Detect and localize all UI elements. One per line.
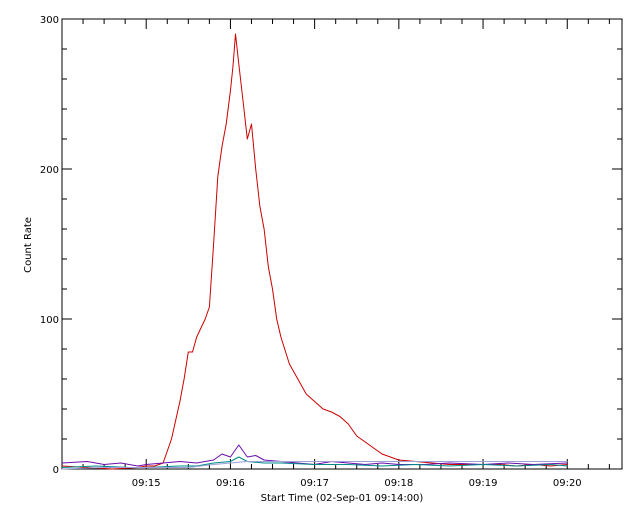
series-line-4 — [61, 461, 568, 470]
x-tick-label: 09:15 — [132, 478, 161, 489]
y-tick-label: 100 — [40, 315, 59, 326]
axis-ticks — [62, 18, 622, 470]
x-tick-label: 09:19 — [469, 478, 498, 489]
x-axis-title: Start Time (02-Sep-01 09:14:00) — [261, 493, 424, 504]
series-group — [61, 33, 568, 470]
series-line-2 — [61, 444, 568, 467]
y-tick-label: 200 — [40, 165, 59, 176]
y-tick-label: 0 — [53, 465, 59, 476]
x-tick-label: 09:18 — [384, 478, 413, 489]
x-tick-label: 09:17 — [300, 478, 329, 489]
x-tick-label: 09:16 — [216, 478, 245, 489]
series-line-1 — [61, 33, 568, 470]
y-tick-label: 300 — [40, 15, 59, 26]
x-tick-label: 09:20 — [553, 478, 582, 489]
plot-frame — [61, 18, 623, 470]
tick-labels: 09:15 09:16 09:17 09:18 09:19 09:20 0 100 200 300 — [40, 15, 582, 489]
y-axis-title: Count Rate — [23, 217, 34, 273]
